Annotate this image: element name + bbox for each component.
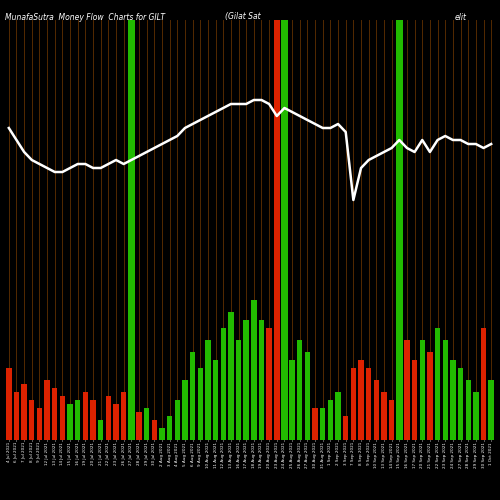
Bar bbox=[220, 328, 226, 440]
Bar bbox=[450, 360, 456, 440]
Bar bbox=[259, 320, 264, 440]
Bar bbox=[481, 328, 486, 440]
Bar bbox=[458, 368, 463, 440]
Bar bbox=[420, 340, 425, 440]
Bar bbox=[60, 396, 65, 440]
Bar bbox=[435, 328, 440, 440]
Bar bbox=[106, 396, 111, 440]
Bar bbox=[52, 388, 58, 440]
Bar bbox=[205, 340, 210, 440]
Bar bbox=[297, 340, 302, 440]
Bar bbox=[396, 20, 402, 440]
Bar bbox=[251, 300, 256, 440]
Bar bbox=[82, 392, 88, 440]
Bar bbox=[244, 320, 249, 440]
Bar bbox=[160, 428, 164, 440]
Bar bbox=[343, 416, 348, 440]
Bar bbox=[366, 368, 372, 440]
Bar bbox=[336, 392, 340, 440]
Bar bbox=[29, 400, 34, 440]
Bar bbox=[22, 384, 27, 440]
Bar bbox=[98, 420, 103, 440]
Bar bbox=[404, 340, 409, 440]
Bar bbox=[68, 404, 73, 440]
Bar bbox=[14, 392, 19, 440]
Bar bbox=[274, 408, 280, 440]
Bar bbox=[290, 360, 295, 440]
Bar bbox=[75, 400, 80, 440]
Bar bbox=[389, 400, 394, 440]
Bar bbox=[114, 404, 118, 440]
Bar bbox=[281, 20, 287, 440]
Bar bbox=[266, 328, 272, 440]
Bar bbox=[167, 416, 172, 440]
Bar bbox=[374, 380, 379, 440]
Text: (Gilat Sat: (Gilat Sat bbox=[225, 12, 260, 22]
Bar bbox=[128, 20, 134, 440]
Bar bbox=[44, 380, 50, 440]
Bar bbox=[121, 392, 126, 440]
Bar bbox=[412, 360, 418, 440]
Text: MunafaSutra  Money Flow  Charts for GILT: MunafaSutra Money Flow Charts for GILT bbox=[5, 12, 165, 22]
Bar bbox=[152, 420, 157, 440]
Bar bbox=[228, 312, 234, 440]
Bar bbox=[320, 408, 326, 440]
Text: elit: elit bbox=[455, 12, 467, 22]
Bar bbox=[182, 380, 188, 440]
Bar bbox=[274, 20, 280, 440]
Bar bbox=[466, 380, 471, 440]
Bar bbox=[144, 408, 150, 440]
Bar bbox=[312, 408, 318, 440]
Bar bbox=[213, 360, 218, 440]
Bar bbox=[473, 392, 478, 440]
Bar bbox=[358, 360, 364, 440]
Bar bbox=[198, 368, 203, 440]
Bar bbox=[427, 352, 432, 440]
Bar bbox=[37, 408, 42, 440]
Bar bbox=[282, 404, 287, 440]
Bar bbox=[304, 352, 310, 440]
Bar bbox=[382, 392, 386, 440]
Bar bbox=[350, 368, 356, 440]
Bar bbox=[6, 368, 12, 440]
Bar bbox=[90, 400, 96, 440]
Bar bbox=[328, 400, 333, 440]
Bar bbox=[236, 340, 241, 440]
Bar bbox=[442, 340, 448, 440]
Bar bbox=[396, 300, 402, 440]
Bar bbox=[136, 412, 141, 440]
Bar bbox=[128, 404, 134, 440]
Bar bbox=[190, 352, 196, 440]
Bar bbox=[174, 400, 180, 440]
Bar bbox=[488, 380, 494, 440]
